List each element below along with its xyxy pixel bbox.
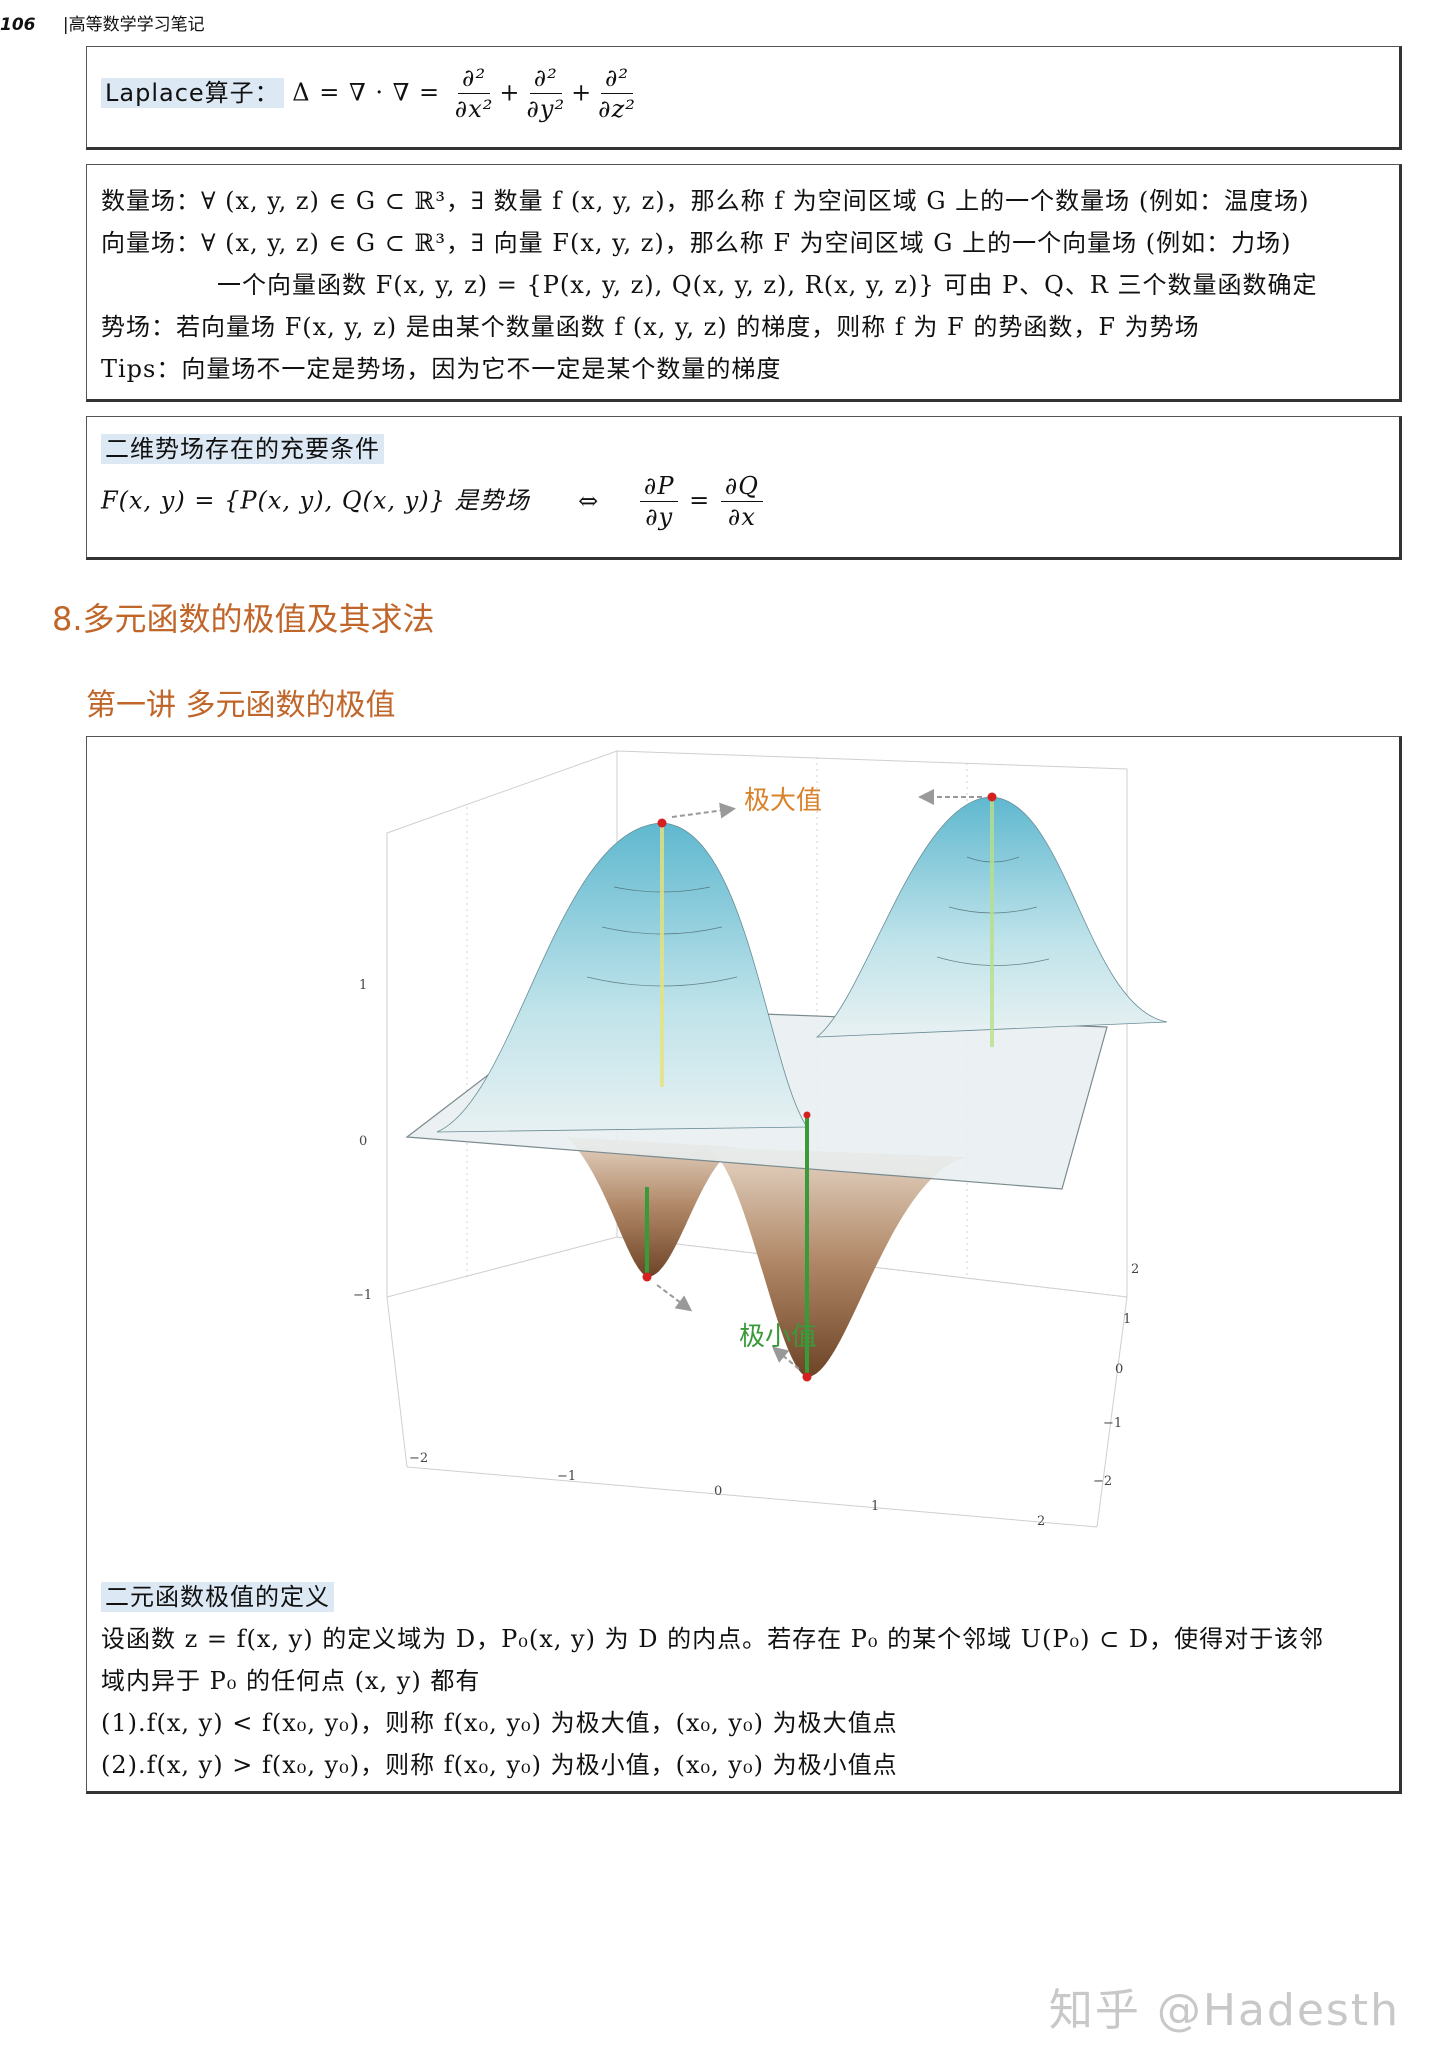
tips-line: Tips：向量场不一定是势场，因为它不一定是某个数量的梯度 bbox=[101, 355, 782, 383]
running-title: |高等数学学习笔记 bbox=[62, 15, 205, 35]
max-label: 极大值 bbox=[744, 786, 822, 816]
peak-left bbox=[436, 822, 808, 1133]
definition-line-3: (1).f(x, y) < f(x₀, y₀)，则称 f(x₀, y₀) 为极大… bbox=[101, 1709, 898, 1737]
x-tick: 2 bbox=[1037, 1514, 1045, 1529]
page-header: 106 |高等数学学习笔记 bbox=[0, 10, 205, 35]
min-label: 极小值 bbox=[739, 1322, 817, 1352]
section-title: 8.多元函数的极值及其求法 bbox=[52, 600, 435, 638]
y-tick: 0 bbox=[1115, 1362, 1123, 1377]
z-tick: 0 bbox=[359, 1134, 367, 1149]
potential-formula: F(x, y) = {P(x, y), Q(x, y)} 是势场 ⇔ ∂P ∂y … bbox=[101, 471, 765, 533]
extrema-box: 极大值 极小值 1 0 −1 −2 −1 0 1 2 2 1 0 −1 −2 二… bbox=[86, 736, 1402, 1794]
page-number: 106 bbox=[0, 15, 36, 35]
y-tick: −1 bbox=[1103, 1416, 1122, 1431]
definition-line-4: (2).f(x, y) > f(x₀, y₀)，则称 f(x₀, y₀) 为极小… bbox=[101, 1751, 898, 1779]
potential-field-line: 势场：若向量场 F(x, y, z) 是由某个数量函数 f (x, y, z) … bbox=[101, 313, 1200, 341]
lecture-title: 第一讲 多元函数的极值 bbox=[86, 688, 396, 723]
max-point-left bbox=[657, 818, 667, 828]
watermark: 知乎 @Hadesth bbox=[1048, 1985, 1400, 2036]
z-tick: −1 bbox=[353, 1288, 372, 1303]
z-tick: 1 bbox=[359, 978, 367, 993]
x-tick: −2 bbox=[409, 1451, 428, 1466]
vector-function-line: 一个向量函数 F(x, y, z) = {P(x, y, z), Q(x, y,… bbox=[217, 271, 1318, 299]
definition-line-2: 域内异于 P₀ 的任何点 (x, y) 都有 bbox=[101, 1667, 481, 1695]
definition-title: 二元函数极值的定义 bbox=[101, 1577, 334, 1612]
y-tick: 1 bbox=[1123, 1312, 1131, 1327]
laplace-lhs: Δ = ∇ · ∇ = bbox=[292, 78, 441, 107]
fraction-zz: ∂² ∂z² bbox=[598, 64, 636, 123]
definition-line-1: 设函数 z = f(x, y) 的定义域为 D，P₀(x, y) 为 D 的内点… bbox=[101, 1625, 1325, 1653]
potential-condition-box: 二维势场存在的充要条件 F(x, y) = {P(x, y), Q(x, y)}… bbox=[86, 416, 1402, 560]
min-point-left bbox=[642, 1272, 652, 1282]
laplace-box: Laplace算子： Δ = ∇ · ∇ = ∂² ∂x² + ∂² ∂y² + ∂² ∂z² bbox=[86, 46, 1402, 150]
fraction-yy: ∂² ∂y² bbox=[526, 64, 566, 123]
min-stem-top bbox=[803, 1111, 811, 1119]
fraction-xx: ∂² ∂x² bbox=[454, 64, 494, 123]
laplace-formula: Laplace算子： Δ = ∇ · ∇ = ∂² ∂x² + ∂² ∂y² + ∂² ∂z² bbox=[101, 63, 642, 125]
fraction-dq-dx: ∂Q ∂x bbox=[720, 471, 763, 533]
valley-left bbox=[567, 1137, 737, 1277]
max-point-right bbox=[987, 792, 997, 802]
laplace-label: Laplace算子： bbox=[101, 77, 284, 108]
valley-right bbox=[707, 1147, 967, 1377]
y-tick: 2 bbox=[1131, 1262, 1139, 1277]
surface-plot: 极大值 极小值 1 0 −1 −2 −1 0 1 2 2 1 0 −1 −2 bbox=[353, 750, 1168, 1529]
scalar-field-line: 数量场：∀ (x, y, z) ∈ G ⊂ ℝ³，∃ 数量 f (x, y, z… bbox=[101, 187, 1310, 215]
fraction-dp-dy: ∂P ∂y bbox=[639, 471, 679, 533]
x-tick: 0 bbox=[714, 1484, 722, 1499]
x-tick: 1 bbox=[871, 1499, 879, 1514]
y-tick: −2 bbox=[1093, 1474, 1112, 1489]
vector-field-line: 向量场：∀ (x, y, z) ∈ G ⊂ ℝ³，∃ 向量 F(x, y, z)… bbox=[101, 229, 1292, 257]
min-point-right bbox=[802, 1372, 812, 1382]
fields-box: 数量场：∀ (x, y, z) ∈ G ⊂ ℝ³，∃ 数量 f (x, y, z… bbox=[86, 164, 1402, 402]
x-tick: −1 bbox=[557, 1469, 576, 1484]
potential-title: 二维势场存在的充要条件 bbox=[101, 429, 384, 464]
